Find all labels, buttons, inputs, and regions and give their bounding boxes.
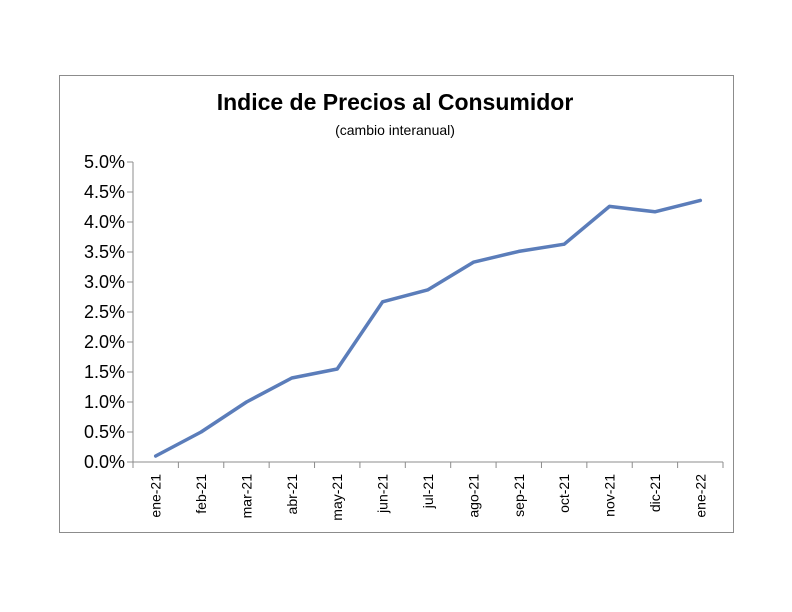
x-tick-label: nov-21 — [602, 474, 618, 517]
x-tick-label: feb-21 — [193, 474, 209, 514]
x-tick-label: jul-21 — [420, 474, 436, 509]
x-tick-label: mar-21 — [238, 474, 254, 519]
data-point — [154, 454, 158, 458]
data-point — [471, 260, 475, 264]
x-tick-label: ene-21 — [148, 474, 164, 518]
y-tick-labels: 0.0% 0.5% 1.0% 1.5% 2.0% 2.5% 3.0% 3.5% 4.0% 4.5%… — [84, 152, 125, 472]
y-tick-label: 5.0% — [84, 152, 125, 172]
y-tick-label: 0.5% — [84, 422, 125, 442]
data-point — [517, 249, 521, 253]
y-tick-label: 4.0% — [84, 212, 125, 232]
x-tick-label: jun-21 — [375, 474, 391, 514]
x-tick-label: ago-21 — [465, 474, 481, 518]
x-tick-label: sep-21 — [511, 474, 527, 517]
data-point — [426, 288, 430, 292]
y-tick-label: 3.5% — [84, 242, 125, 262]
data-point — [199, 430, 203, 434]
data-point — [290, 376, 294, 380]
x-tick-label: oct-21 — [556, 474, 572, 513]
x-tick-label: may-21 — [329, 474, 345, 521]
chart-frame — [59, 75, 734, 533]
data-point — [381, 300, 385, 304]
x-tick-labels: ene-21 feb-21 mar-21 abr-21 may-21 jun-21 jul-… — [148, 474, 709, 521]
y-tick-label: 3.0% — [84, 272, 125, 292]
data-point — [335, 367, 339, 371]
x-tick-label: dic-21 — [647, 474, 663, 512]
y-tick-label: 0.0% — [84, 452, 125, 472]
x-tick-label: abr-21 — [284, 474, 300, 515]
chart-subtitle: (cambio interanual) — [335, 122, 455, 138]
data-point — [562, 242, 566, 246]
series-group — [153, 198, 703, 458]
x-tick-label: ene-22 — [692, 474, 708, 518]
y-tick-label: 4.5% — [84, 182, 125, 202]
y-tick-label: 2.5% — [84, 302, 125, 322]
series-line — [153, 198, 703, 458]
chart-title: Indice de Precios al Consumidor — [217, 89, 574, 115]
y-tick-label: 2.0% — [84, 332, 125, 352]
data-point — [244, 400, 248, 404]
y-tick-label: 1.5% — [84, 362, 125, 382]
y-tick-label: 1.0% — [84, 392, 125, 412]
data-point — [653, 210, 657, 214]
data-point — [608, 204, 612, 208]
axes — [127, 161, 724, 468]
data-point — [698, 198, 702, 202]
